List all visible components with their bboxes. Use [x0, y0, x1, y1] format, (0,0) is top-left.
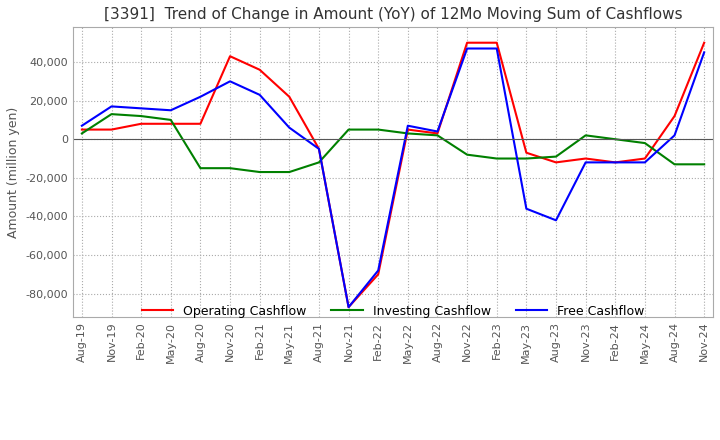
- Operating Cashflow: [226, 54, 235, 59]
- Operating Cashflow: [107, 127, 116, 132]
- Free Cashflow: [226, 79, 235, 84]
- Free Cashflow: [285, 125, 294, 130]
- Operating Cashflow: [581, 156, 590, 161]
- Operating Cashflow: [285, 94, 294, 99]
- Investing Cashflow: [137, 114, 145, 119]
- Free Cashflow: [256, 92, 264, 98]
- Operating Cashflow: [522, 150, 531, 155]
- Investing Cashflow: [522, 156, 531, 161]
- Operating Cashflow: [403, 127, 412, 132]
- Operating Cashflow: [641, 156, 649, 161]
- Investing Cashflow: [166, 117, 175, 123]
- Line: Free Cashflow: Free Cashflow: [82, 48, 704, 307]
- Investing Cashflow: [107, 111, 116, 117]
- Line: Operating Cashflow: Operating Cashflow: [82, 43, 704, 307]
- Operating Cashflow: [137, 121, 145, 126]
- Investing Cashflow: [700, 161, 708, 167]
- Operating Cashflow: [492, 40, 501, 45]
- Investing Cashflow: [581, 133, 590, 138]
- Operating Cashflow: [196, 121, 204, 126]
- Free Cashflow: [670, 133, 679, 138]
- Operating Cashflow: [256, 67, 264, 73]
- Investing Cashflow: [641, 140, 649, 146]
- Operating Cashflow: [700, 40, 708, 45]
- Investing Cashflow: [374, 127, 382, 132]
- Investing Cashflow: [78, 131, 86, 136]
- Free Cashflow: [700, 50, 708, 55]
- Free Cashflow: [403, 123, 412, 128]
- Free Cashflow: [581, 160, 590, 165]
- Operating Cashflow: [166, 121, 175, 126]
- Free Cashflow: [641, 160, 649, 165]
- Free Cashflow: [107, 104, 116, 109]
- Operating Cashflow: [315, 146, 323, 151]
- Y-axis label: Amount (million yen): Amount (million yen): [7, 106, 20, 238]
- Free Cashflow: [552, 218, 560, 223]
- Free Cashflow: [315, 146, 323, 151]
- Investing Cashflow: [492, 156, 501, 161]
- Line: Investing Cashflow: Investing Cashflow: [82, 114, 704, 172]
- Legend: Operating Cashflow, Investing Cashflow, Free Cashflow: Operating Cashflow, Investing Cashflow, …: [137, 300, 649, 323]
- Operating Cashflow: [463, 40, 472, 45]
- Title: [3391]  Trend of Change in Amount (YoY) of 12Mo Moving Sum of Cashflows: [3391] Trend of Change in Amount (YoY) o…: [104, 7, 683, 22]
- Free Cashflow: [492, 46, 501, 51]
- Operating Cashflow: [344, 304, 353, 310]
- Investing Cashflow: [344, 127, 353, 132]
- Investing Cashflow: [196, 165, 204, 171]
- Investing Cashflow: [226, 165, 235, 171]
- Investing Cashflow: [256, 169, 264, 175]
- Free Cashflow: [344, 304, 353, 310]
- Investing Cashflow: [463, 152, 472, 158]
- Free Cashflow: [166, 108, 175, 113]
- Free Cashflow: [137, 106, 145, 111]
- Investing Cashflow: [670, 161, 679, 167]
- Free Cashflow: [611, 160, 620, 165]
- Free Cashflow: [78, 123, 86, 128]
- Operating Cashflow: [670, 114, 679, 119]
- Free Cashflow: [196, 94, 204, 99]
- Operating Cashflow: [611, 160, 620, 165]
- Operating Cashflow: [78, 127, 86, 132]
- Free Cashflow: [463, 46, 472, 51]
- Operating Cashflow: [433, 131, 442, 136]
- Free Cashflow: [433, 129, 442, 134]
- Investing Cashflow: [403, 131, 412, 136]
- Operating Cashflow: [552, 160, 560, 165]
- Investing Cashflow: [315, 160, 323, 165]
- Free Cashflow: [374, 268, 382, 273]
- Investing Cashflow: [552, 154, 560, 159]
- Free Cashflow: [522, 206, 531, 211]
- Investing Cashflow: [611, 136, 620, 142]
- Operating Cashflow: [374, 271, 382, 277]
- Investing Cashflow: [433, 133, 442, 138]
- Investing Cashflow: [285, 169, 294, 175]
